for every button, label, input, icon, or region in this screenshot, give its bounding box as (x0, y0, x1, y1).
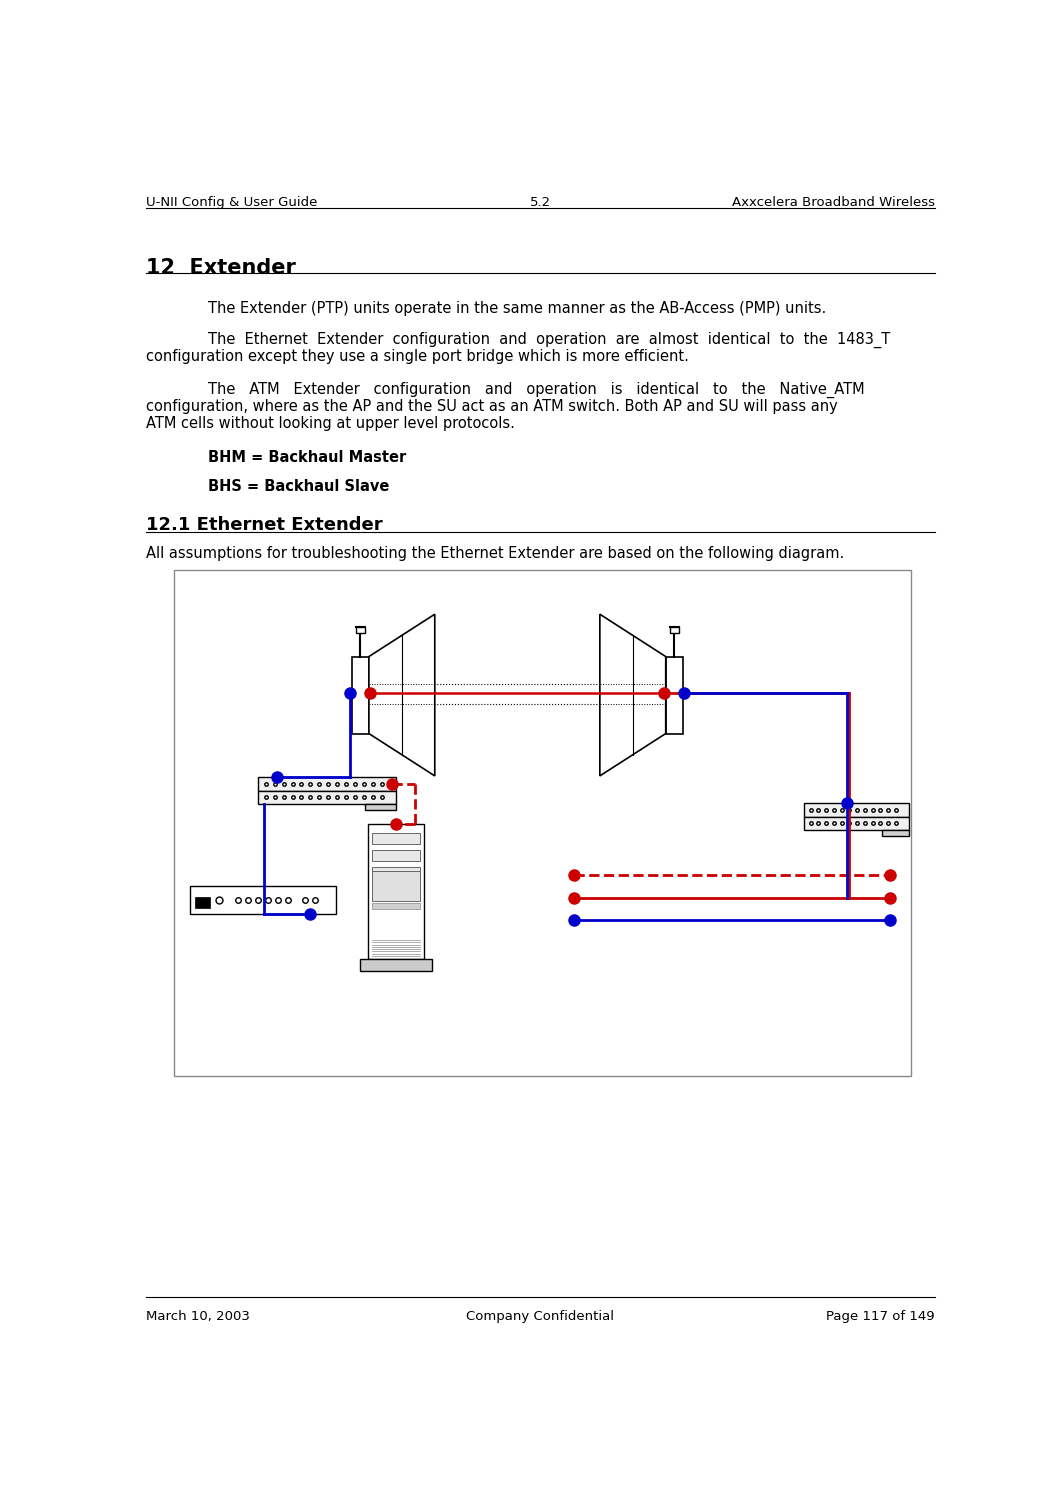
Text: Company Confidential: Company Confidential (466, 1309, 614, 1323)
Text: configuration, where as the AP and the SU act as an ATM switch. Both AP and SU w: configuration, where as the AP and the S… (145, 399, 838, 414)
Bar (804, 817, 909, 830)
Bar (372, 870, 421, 902)
Bar (195, 897, 210, 908)
Text: The   ATM   Extender   configuration   and   operation   is   identical   to   t: The ATM Extender configuration and opera… (208, 382, 864, 397)
Text: Page 117 of 149: Page 117 of 149 (826, 1309, 935, 1323)
Bar (882, 830, 909, 836)
Text: 5.2: 5.2 (529, 196, 551, 209)
Bar (666, 657, 683, 733)
Polygon shape (369, 614, 435, 776)
Bar (804, 803, 909, 817)
Text: BHS = Backhaul Slave: BHS = Backhaul Slave (208, 479, 389, 494)
Text: Axxcelera Broadband Wireless: Axxcelera Broadband Wireless (731, 196, 935, 209)
Text: configuration except they use a single port bridge which is more efficient.: configuration except they use a single p… (145, 348, 688, 364)
Text: 12  Extender: 12 Extender (145, 258, 295, 278)
Bar (258, 776, 396, 790)
Bar (258, 790, 396, 803)
Bar (352, 657, 369, 733)
Bar (372, 850, 421, 860)
Text: ATM cells without looking at upper level protocols.: ATM cells without looking at upper level… (145, 415, 514, 430)
Bar (360, 959, 432, 970)
Bar (372, 903, 421, 909)
Bar (372, 867, 421, 878)
Text: BHM = Backhaul Master: BHM = Backhaul Master (208, 451, 406, 466)
Text: All assumptions for troubleshooting the Ethernet Extender are based on the follo: All assumptions for troubleshooting the … (145, 545, 844, 561)
Text: The  Ethernet  Extender  configuration  and  operation  are  almost  identical  : The Ethernet Extender configuration and … (208, 331, 890, 348)
Polygon shape (600, 614, 666, 776)
Bar (669, 627, 679, 633)
Bar (356, 627, 365, 633)
Bar (174, 570, 911, 1076)
Text: March 10, 2003: March 10, 2003 (145, 1309, 250, 1323)
Text: U-NII Config & User Guide: U-NII Config & User Guide (145, 196, 317, 209)
Bar (365, 803, 396, 809)
Text: The Extender (PTP) units operate in the same manner as the AB-Access (PMP) units: The Extender (PTP) units operate in the … (208, 300, 826, 317)
Bar (368, 824, 424, 959)
Text: 12.1 Ethernet Extender: 12.1 Ethernet Extender (145, 517, 383, 534)
Bar (372, 833, 421, 844)
Bar (190, 885, 335, 914)
